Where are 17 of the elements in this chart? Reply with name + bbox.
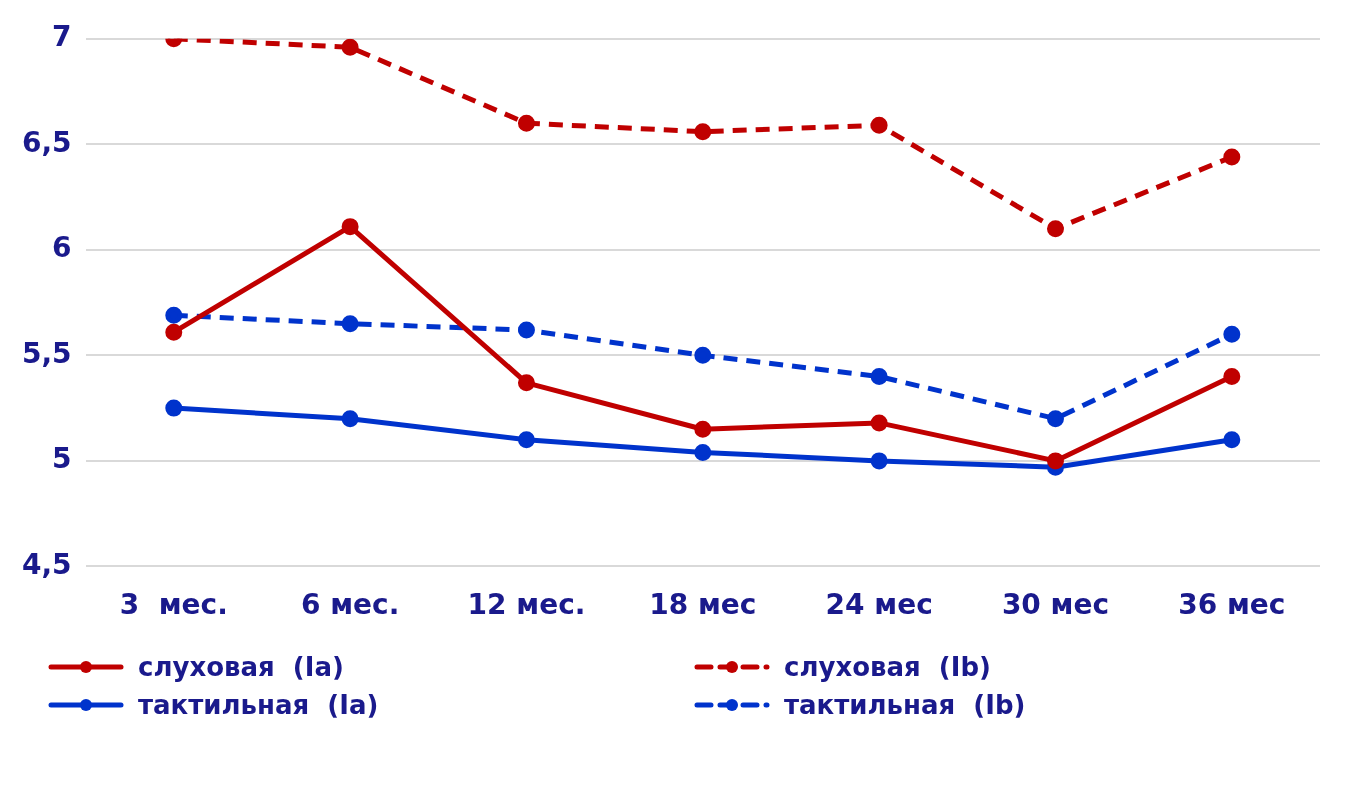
legend-label: слуховая (Ib) bbox=[784, 652, 991, 682]
x-tick-label: 18 мес bbox=[649, 588, 757, 622]
y-tick-label: 6 bbox=[52, 231, 72, 265]
x-tick-label: 12 мес. bbox=[467, 588, 586, 622]
y-tick-label: 5 bbox=[52, 442, 72, 476]
x-tick-label: 24 мес bbox=[825, 588, 933, 622]
legend-label: тактильная (Ib) bbox=[784, 690, 1026, 720]
legend-label: тактильная (Ia) bbox=[138, 690, 379, 720]
y-tick-label: 7 bbox=[52, 20, 72, 54]
x-tick-label: 30 мес bbox=[1001, 588, 1110, 622]
x-tick-label: 3 мес. bbox=[119, 588, 228, 622]
y-tick-label: 5,5 bbox=[21, 336, 72, 370]
x-tick-label: 36 мес bbox=[1178, 588, 1286, 622]
y-tick-label: 4,5 bbox=[21, 547, 72, 581]
legend-label: слуховая (Ia) bbox=[138, 652, 344, 682]
x-tick-label: 6 мес. bbox=[300, 588, 400, 622]
y-tick-label: 6,5 bbox=[21, 125, 72, 159]
